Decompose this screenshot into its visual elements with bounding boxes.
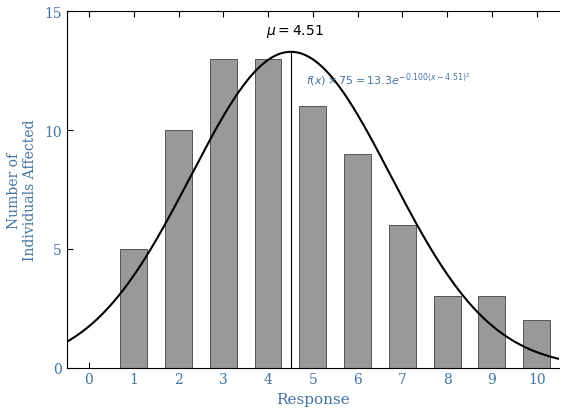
Bar [165, 131, 192, 368]
Bar [210, 60, 237, 368]
Bar [434, 297, 461, 368]
Bar [523, 320, 550, 368]
Text: $\mu = 4.51$: $\mu = 4.51$ [266, 23, 324, 40]
Bar [255, 60, 281, 368]
Bar [478, 297, 505, 368]
Bar [121, 249, 147, 368]
Text: $f(x) \times 75 = 13.3e^{-0.100(x-4.51)^2}$: $f(x) \times 75 = 13.3e^{-0.100(x-4.51)^… [306, 71, 470, 88]
Y-axis label: Number of
Individuals Affected: Number of Individuals Affected [7, 119, 37, 261]
Bar [389, 225, 416, 368]
Bar [299, 107, 326, 368]
Bar [344, 154, 371, 368]
X-axis label: Response: Response [276, 392, 350, 406]
